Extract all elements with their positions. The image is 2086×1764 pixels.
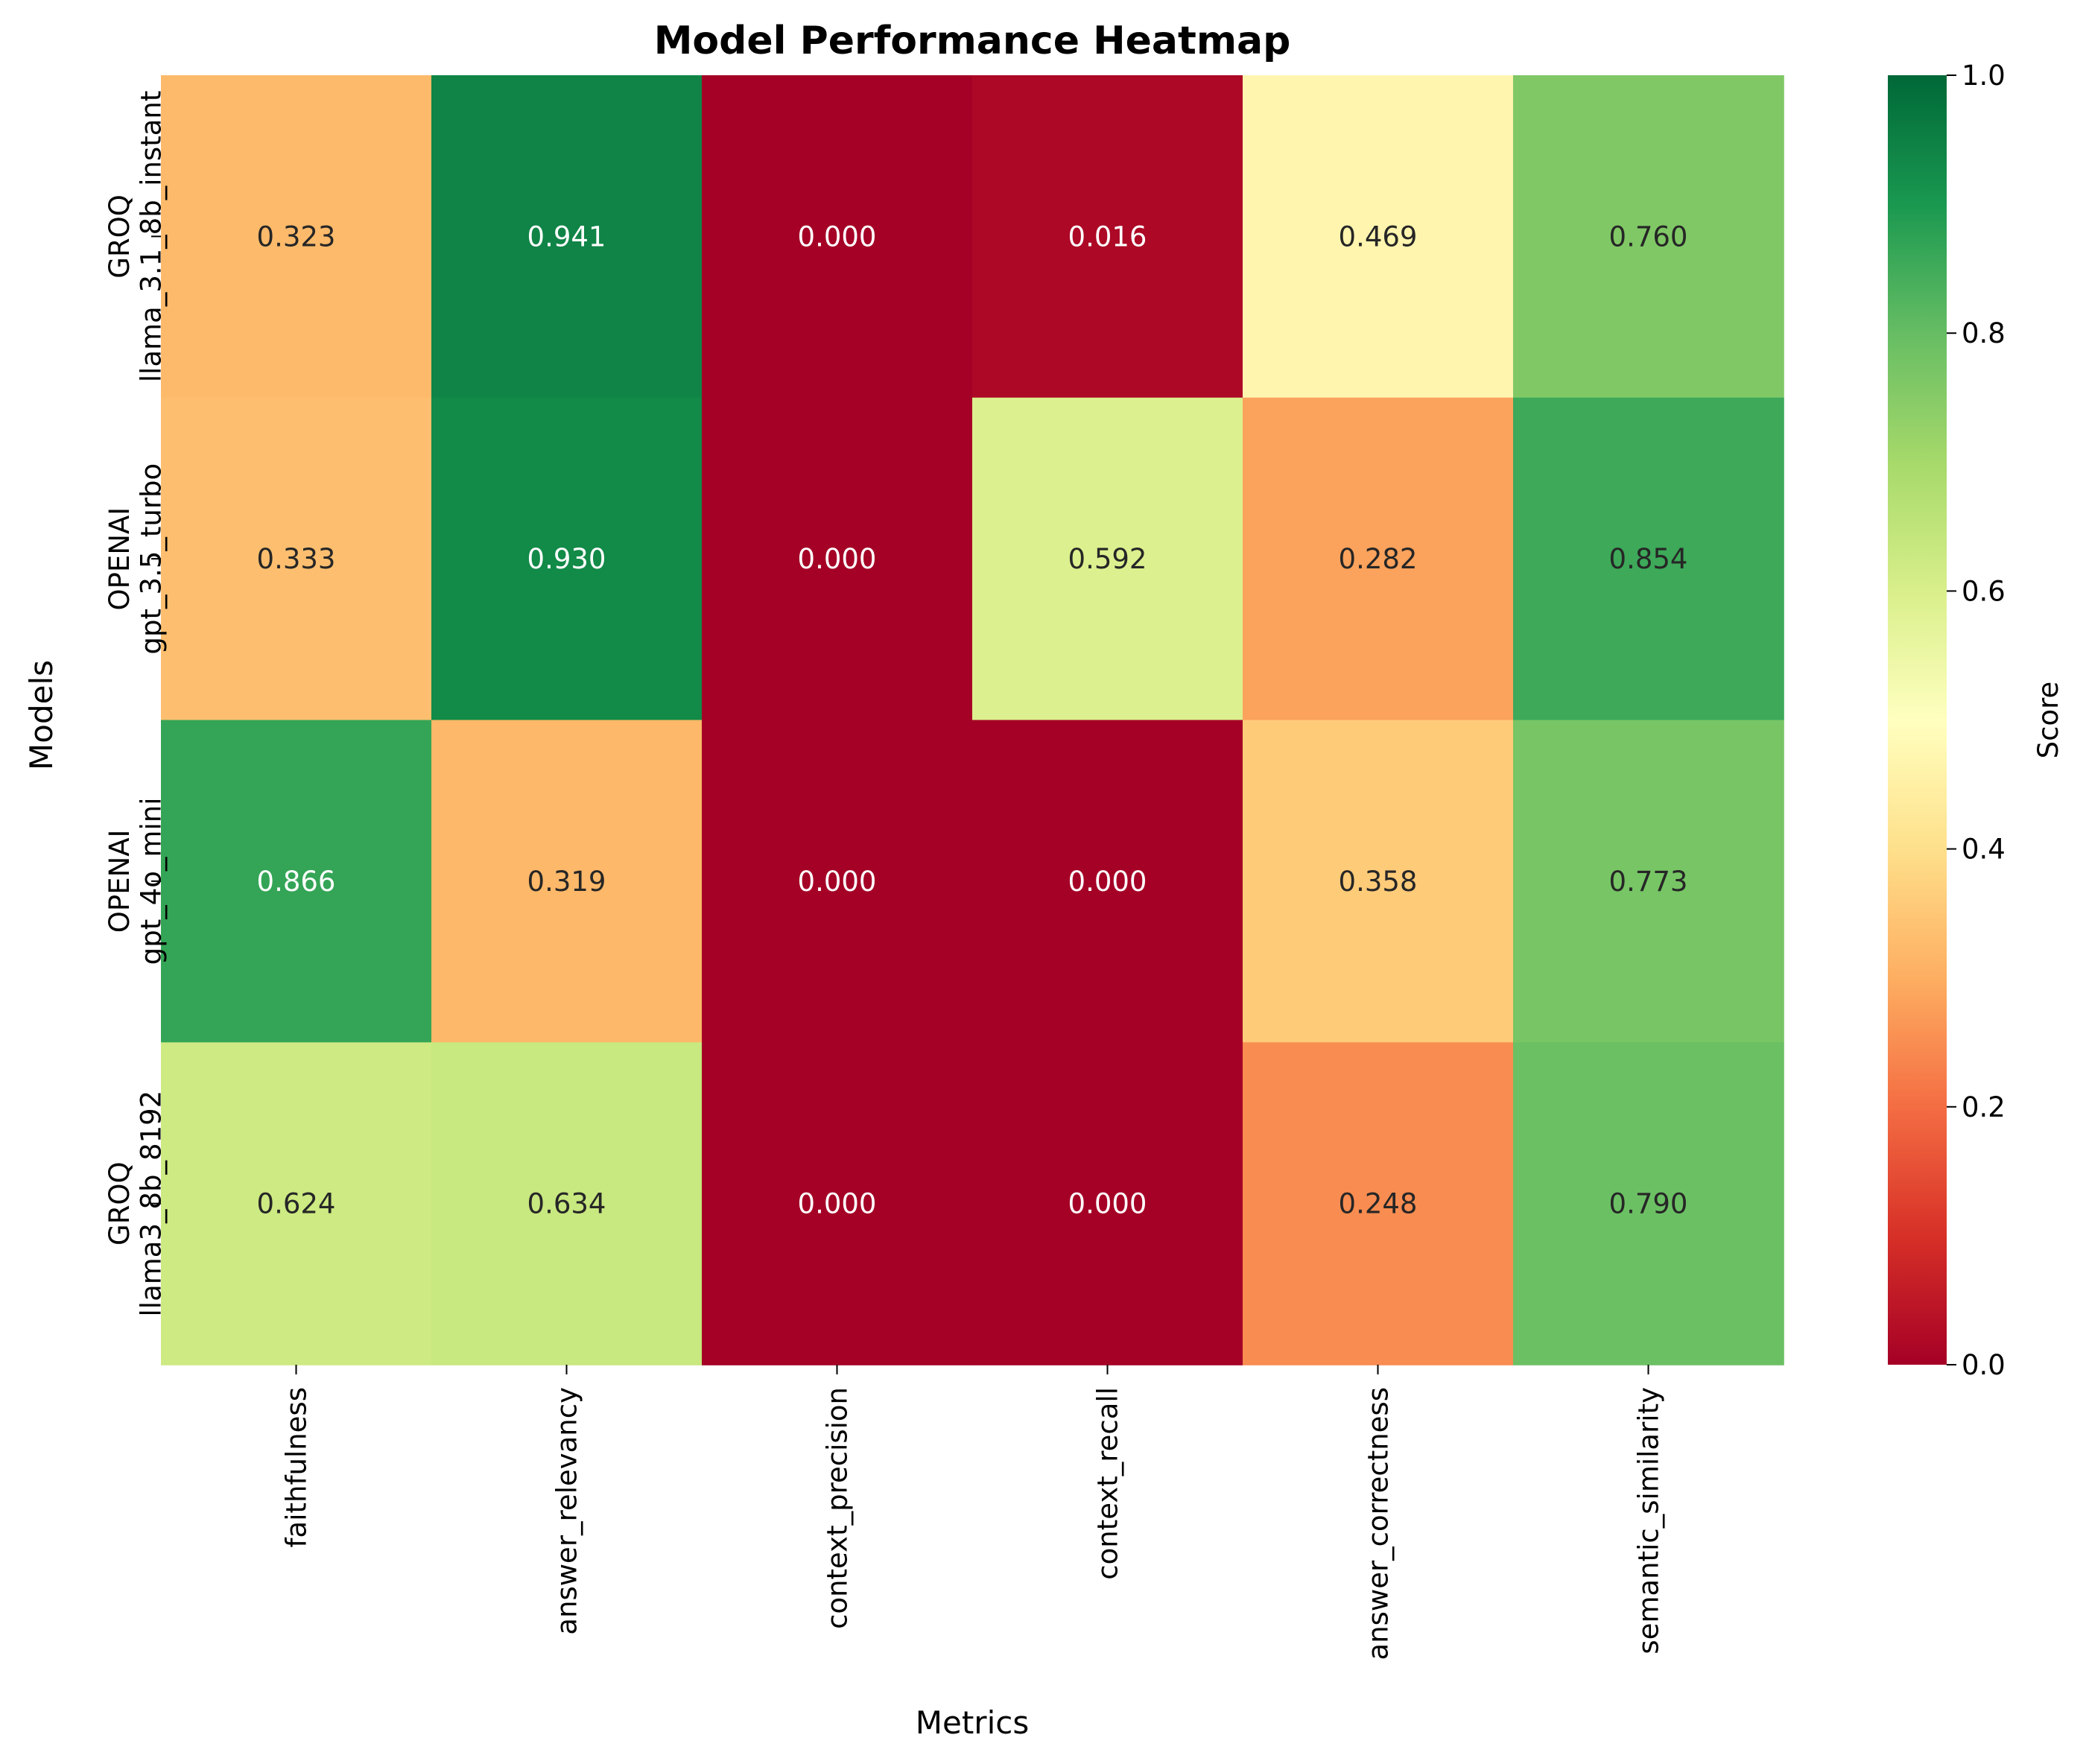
y-tick-label: OPENAIgpt_3.5_turbo	[104, 463, 168, 655]
cell-value-label: 0.854	[1609, 543, 1688, 575]
cell-value-label: 0.773	[1609, 866, 1688, 898]
heatmap-cell	[1243, 720, 1514, 1044]
y-tick-label: OPENAIgpt_4o_mini	[104, 798, 168, 965]
heatmap-cell	[1513, 1042, 1784, 1365]
cell-value-label: 0.000	[798, 1188, 877, 1220]
cell-value-label: 0.319	[527, 866, 606, 898]
cell-value-label: 0.000	[1068, 866, 1147, 898]
cell-value-label: 0.592	[1068, 543, 1147, 575]
heatmap-cell	[1243, 1042, 1514, 1365]
cell-value-label: 0.866	[257, 866, 336, 898]
cell-value-label: 0.634	[527, 1188, 606, 1220]
heatmap-cell	[972, 1042, 1243, 1365]
cell-value-label: 0.760	[1609, 220, 1688, 253]
x-tick-label: context_precision	[822, 1387, 854, 1629]
chart-title: Model Performance Heatmap	[654, 19, 1291, 63]
y-axis-label: Models	[23, 660, 60, 770]
heatmap-cell	[702, 397, 973, 721]
heatmap-cell	[1243, 75, 1514, 399]
cell-value-label: 0.333	[257, 543, 336, 575]
colorbar-gradient	[1888, 75, 1947, 1365]
colorbar-tick-label: 0.0	[1962, 1349, 2006, 1381]
x-tick-label: faithfulness	[281, 1387, 313, 1547]
x-tick-label: answer_correctness	[1363, 1387, 1395, 1660]
cell-value-label: 0.469	[1339, 220, 1418, 253]
cell-value-label: 0.000	[798, 220, 877, 253]
y-axis-ticks: GROQllama_3.1_8b_instant OPENAIgpt_3.5_tu…	[104, 91, 168, 1317]
heatmap-cells: 0.323 0.941 0.000 0.016 0.469 0.760 0.333 0.930…	[161, 75, 1784, 1365]
cell-value-label: 0.358	[1339, 866, 1418, 898]
cell-value-label: 0.323	[257, 220, 336, 253]
colorbar-tick-label: 0.6	[1962, 575, 2006, 607]
heatmap-cell	[1513, 75, 1784, 399]
heatmap-cell	[161, 397, 432, 721]
cell-value-label: 0.000	[1068, 1188, 1147, 1220]
heatmap-cell	[1513, 720, 1784, 1044]
cell-value-label: 0.282	[1339, 543, 1418, 575]
heatmap-cell	[161, 720, 432, 1044]
x-axis-label: Metrics	[916, 1704, 1029, 1741]
colorbar-tick-label: 1.0	[1962, 60, 2006, 92]
cell-value-label: 0.790	[1609, 1188, 1688, 1220]
cell-value-label: 0.000	[798, 543, 877, 575]
cell-value-label: 0.000	[798, 866, 877, 898]
colorbar: 0.0 0.2 0.4 0.6 0.8 1.0 Score	[1888, 60, 2064, 1381]
cell-value-label: 0.248	[1339, 1188, 1418, 1220]
heatmap-cell	[161, 1042, 432, 1365]
colorbar-tick-label: 0.2	[1962, 1091, 2006, 1123]
y-tick-label: GROQllama3_8b_8192	[104, 1091, 168, 1317]
colorbar-tick-label: 0.4	[1962, 834, 2006, 866]
cell-value-label: 0.624	[257, 1188, 336, 1220]
colorbar-tick-label: 0.8	[1962, 317, 2006, 349]
colorbar-label: Score	[2032, 682, 2064, 759]
heatmap-cell	[972, 75, 1243, 399]
x-tick-label: context_recall	[1092, 1387, 1124, 1580]
cell-value-label: 0.930	[527, 543, 606, 575]
heatmap-cell	[161, 75, 432, 399]
heatmap-cell	[972, 720, 1243, 1044]
heatmap-cell	[431, 1042, 703, 1365]
heatmap-cell	[702, 75, 973, 399]
cell-value-label: 0.016	[1068, 220, 1147, 253]
y-tick-label: GROQllama_3.1_8b_instant	[104, 91, 168, 382]
x-axis-ticks: faithfulness answer_relevancy context_prec…	[281, 1365, 1665, 1660]
x-tick-label: answer_relevancy	[551, 1387, 583, 1635]
heatmap-cell	[431, 75, 703, 399]
cell-value-label: 0.941	[527, 220, 606, 253]
heatmap-cell	[431, 720, 703, 1044]
heatmap-cell	[702, 1042, 973, 1365]
heatmap-cell	[972, 397, 1243, 721]
heatmap-cell	[1243, 397, 1514, 721]
heatmap-cell	[702, 720, 973, 1044]
heatmap-cell	[1513, 397, 1784, 721]
heatmap-cell	[431, 397, 703, 721]
x-tick-label: semantic_similarity	[1633, 1387, 1665, 1654]
